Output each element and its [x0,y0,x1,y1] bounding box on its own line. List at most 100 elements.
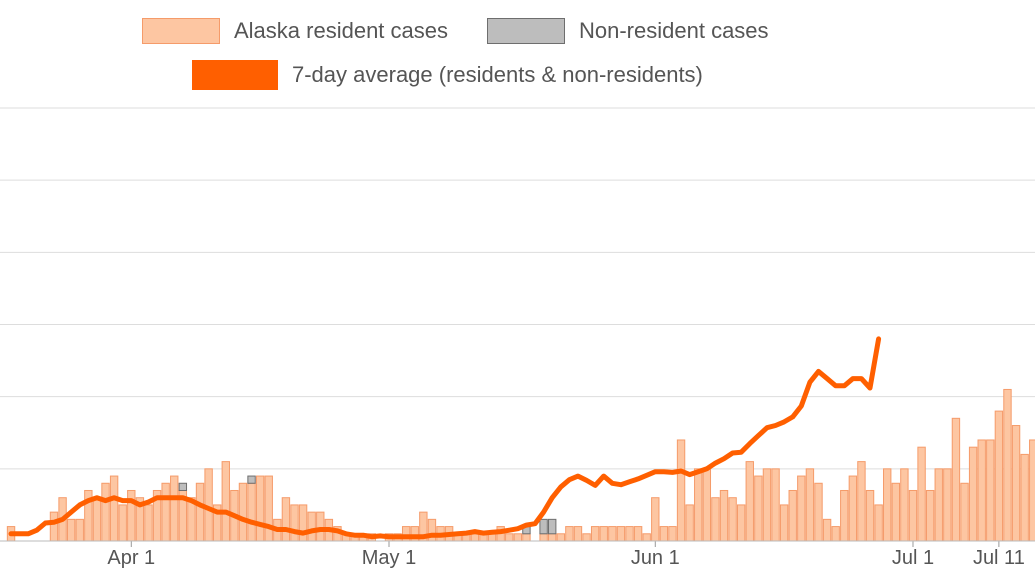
resident-bar [144,504,153,542]
resident-bar [883,468,892,542]
resident-bar [590,526,600,542]
resident-bar [676,439,686,542]
resident-bar [290,504,299,542]
x-tick-label: Jul 1 [892,547,934,569]
resident-bar [1011,425,1021,542]
resident-bar [719,489,729,542]
resident-bar [788,489,797,542]
resident-bar [762,468,772,542]
x-axis-ticks: Apr 1 May 1 Jun 1 Jul 1 Jul 11 [0,540,1035,569]
resident-bar [797,475,806,542]
resident-bar [728,497,737,542]
resident-bar [170,475,179,542]
resident-bar [702,468,712,542]
resident-bar [625,526,634,542]
grid-lines [0,107,1035,542]
x-tick-label: Jun 1 [631,547,680,569]
resident-bar [316,511,325,542]
nonresident-bar [548,518,557,535]
resident-bar [960,482,969,542]
resident-bar [934,468,943,542]
resident-bar [754,475,763,542]
legend-item-residents: Alaska resident cases [142,18,448,44]
resident-bar [161,482,170,542]
resident-bar [694,468,703,542]
resident-bar [281,497,291,542]
resident-bar [505,533,514,542]
resident-bar [75,518,84,542]
resident-bar [908,489,918,542]
x-tick-label: Jul 11 [973,547,1025,569]
resident-bar [49,511,59,542]
resident-bar [831,526,840,542]
legend-item-average: 7-day average (residents & non-residents… [192,60,703,90]
resident-bar [582,533,591,542]
resident-bar [994,410,1004,542]
resident-bar [668,526,677,542]
legend-swatch-residents [142,18,220,44]
resident-bar [857,461,866,542]
resident-bar [599,526,608,542]
bars [6,388,1035,542]
resident-bar [221,461,230,542]
resident-bar [865,489,875,542]
resident-bar [659,526,669,542]
legend-swatch-nonresidents [487,18,565,44]
resident-bar [771,468,780,542]
resident-bar [608,526,617,542]
resident-bar [917,446,926,542]
nonresident-bar [247,475,256,484]
resident-bar [685,504,694,542]
resident-bar [195,482,205,542]
resident-bar [513,533,523,542]
resident-bar [616,526,626,542]
resident-bar [951,417,961,542]
resident-bar [925,489,935,542]
resident-bar [814,482,823,542]
resident-bar [736,504,746,542]
resident-bar [900,468,909,542]
resident-bar [633,526,643,542]
resident-bar [1020,453,1029,542]
resident-bar [573,526,583,542]
resident-bar [109,475,119,542]
legend: Alaska resident cases Non-resident cases… [0,0,1035,100]
resident-bar [977,439,986,542]
legend-label-residents: Alaska resident cases [234,18,448,43]
resident-bar [539,533,548,542]
resident-bar [548,533,557,542]
resident-bar [522,533,531,542]
resident-bar [470,533,480,542]
resident-bar [779,504,789,542]
resident-bar [986,439,995,542]
resident-bar [805,468,815,542]
resident-bar [848,475,858,542]
nonresident-bar [178,482,188,491]
resident-bar [556,533,565,542]
resident-bar [238,482,248,542]
resident-bar [840,489,849,542]
resident-bar [1029,439,1035,542]
resident-bar [255,475,265,542]
average-line [8,336,882,540]
x-tick-label: May 1 [362,547,416,569]
x-tick-label: Apr 1 [107,547,155,569]
resident-bar [247,482,256,542]
resident-bar [874,504,883,542]
legend-label-nonresidents: Non-resident cases [579,18,769,43]
resident-bar [651,497,660,542]
legend-item-nonresidents: Non-resident cases [487,18,769,44]
nonresident-bar [539,518,548,535]
resident-bar [891,482,900,542]
resident-bar [565,526,574,542]
resident-bar [92,497,102,542]
resident-bar [711,497,720,542]
resident-bar [968,446,978,542]
resident-bar [745,461,754,542]
resident-bar [822,518,832,542]
resident-bar [307,511,316,542]
resident-bar [127,489,136,542]
resident-bar [943,468,952,542]
